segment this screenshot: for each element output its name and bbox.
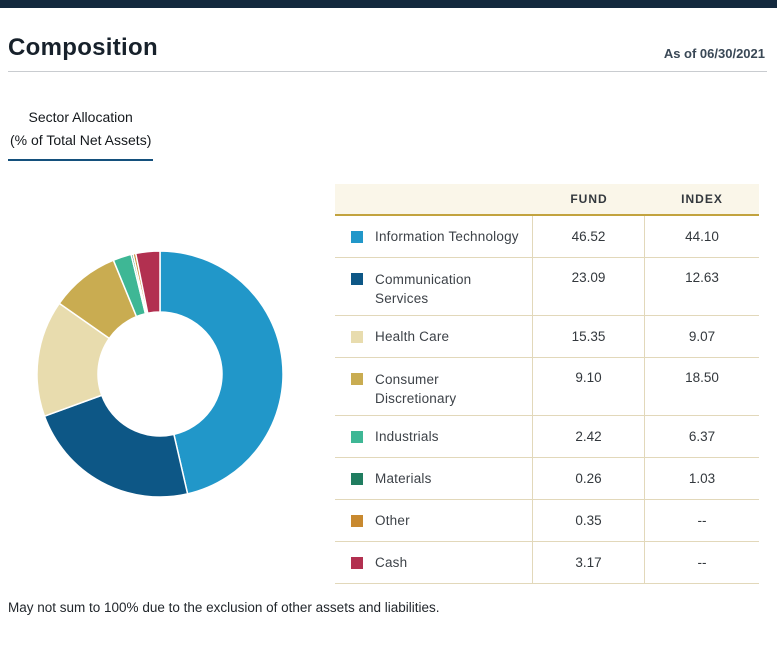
fund-value: 23.09 xyxy=(533,258,645,315)
sector-name: Communication Services xyxy=(375,272,472,306)
sector-name: Other xyxy=(375,513,410,528)
col-header-index: INDEX xyxy=(681,192,723,206)
as-of-date: As of 06/30/2021 xyxy=(663,46,765,61)
index-value: -- xyxy=(697,555,707,570)
tab-label-line2: (% of Total Net Assets) xyxy=(10,132,152,149)
sector-name-cell: Cash xyxy=(335,542,533,583)
sector-name: Materials xyxy=(375,471,432,486)
sector-name: Information Technology xyxy=(375,229,519,244)
table-row: Materials 0.26 1.03 xyxy=(335,458,759,500)
footnote: May not sum to 100% due to the exclusion… xyxy=(8,600,440,615)
index-value: -- xyxy=(697,513,707,528)
sector-name-cell: Communication Services xyxy=(335,258,533,315)
sector-color-swatch xyxy=(351,273,363,285)
fund-value: 9.10 xyxy=(533,358,645,415)
sector-color-swatch xyxy=(351,330,363,343)
index-value: 9.07 xyxy=(688,329,716,344)
sector-name: Cash xyxy=(375,555,408,570)
sector-allocation-table: FUND INDEX Information Technology 46.52 44… xyxy=(335,184,759,584)
sector-color-swatch xyxy=(351,556,363,569)
table-row: Consumer Discretionary 9.10 18.50 xyxy=(335,358,759,416)
table-body: Information Technology 46.52 44.10 Communic… xyxy=(335,216,759,584)
header-divider xyxy=(8,71,767,72)
fund-value: 0.35 xyxy=(533,500,645,541)
sector-color-swatch xyxy=(351,472,363,485)
table-row: Other 0.35 -- xyxy=(335,500,759,542)
fund-value: 2.42 xyxy=(533,416,645,457)
sector-name-cell: Health Care xyxy=(335,316,533,357)
index-value: 6.37 xyxy=(688,429,716,444)
sector-name-cell: Industrials xyxy=(335,416,533,457)
fund-value: 3.17 xyxy=(533,542,645,583)
sector-color-swatch xyxy=(351,373,363,385)
page-title: Composition xyxy=(8,34,158,61)
sector-name: Industrials xyxy=(375,429,439,444)
donut-slice-cash xyxy=(134,250,161,315)
table-row: Information Technology 46.52 44.10 xyxy=(335,216,759,258)
fund-value: 0.26 xyxy=(533,458,645,499)
index-value: 18.50 xyxy=(685,370,719,385)
table-row: Industrials 2.42 6.37 xyxy=(335,416,759,458)
table-row: Cash 3.17 -- xyxy=(335,542,759,584)
table-row: Communication Services 23.09 12.63 xyxy=(335,258,759,316)
index-value: 1.03 xyxy=(688,471,716,486)
sector-name: Consumer Discretionary xyxy=(375,372,457,406)
index-value: 44.10 xyxy=(685,229,719,244)
donut-chart-svg xyxy=(36,250,284,498)
sector-name-cell: Other xyxy=(335,500,533,541)
tab-sector-allocation[interactable]: Sector Allocation (% of Total Net Assets… xyxy=(8,106,154,162)
sector-color-swatch xyxy=(351,230,363,243)
fund-value: 46.52 xyxy=(533,216,645,257)
sector-donut-chart xyxy=(33,247,287,501)
col-header-fund: FUND xyxy=(570,192,608,206)
sector-name-cell: Consumer Discretionary xyxy=(335,358,533,415)
index-value: 12.63 xyxy=(685,270,719,285)
sector-name-cell: Information Technology xyxy=(335,216,533,257)
sector-color-swatch xyxy=(351,430,363,443)
table-row: Health Care 15.35 9.07 xyxy=(335,316,759,358)
donut-slice-information-technology xyxy=(159,250,284,495)
top-accent-bar xyxy=(0,0,777,8)
sector-name: Health Care xyxy=(375,329,450,344)
sector-color-swatch xyxy=(351,514,363,527)
donut-slice-communication-services xyxy=(43,394,189,498)
sector-name-cell: Materials xyxy=(335,458,533,499)
table-header-row: FUND INDEX xyxy=(335,184,759,216)
tab-label-line1: Sector Allocation xyxy=(28,109,133,125)
fund-value: 15.35 xyxy=(533,316,645,357)
